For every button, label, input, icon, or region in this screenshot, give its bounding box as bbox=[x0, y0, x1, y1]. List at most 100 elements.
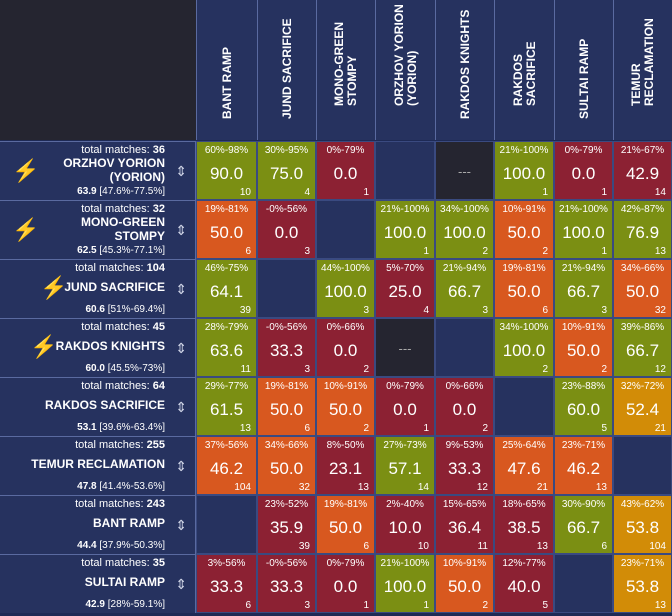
matchup-cell[interactable]: 19%-81% 50.0 6 bbox=[494, 259, 554, 318]
deck-name[interactable]: Rakdos Sacrifice bbox=[44, 398, 165, 412]
matchup-cell[interactable]: 0%-66% 0.0 2 bbox=[435, 377, 494, 436]
column-header-mono[interactable]: Mono-Green Stompy bbox=[316, 0, 375, 140]
match-count: 2 bbox=[542, 364, 548, 375]
deck-name[interactable]: Orzhov Yorion (Yorion) bbox=[63, 156, 165, 184]
row-header[interactable]: total matches: 32 Mono-Green Stompy 62.5 [… bbox=[0, 200, 196, 259]
column-header-rakdoss[interactable]: Rakdos Sacrifice bbox=[494, 0, 554, 140]
column-header-rakdosk[interactable]: Rakdos Knights bbox=[435, 0, 494, 140]
sort-icon[interactable]: ⇕ bbox=[175, 576, 187, 592]
sort-icon[interactable]: ⇕ bbox=[175, 399, 187, 415]
matchup-cell[interactable]: 21%-94% 66.7 3 bbox=[435, 259, 494, 318]
mirror-dash: --- bbox=[458, 164, 471, 179]
win-rate: 23.1 bbox=[328, 459, 363, 478]
matchup-cell[interactable]: -0%-56% 33.3 3 bbox=[257, 318, 316, 377]
matchup-cell[interactable]: 34%-66% 50.0 32 bbox=[257, 436, 316, 495]
row-header[interactable]: total matches: 64 Rakdos Sacrifice 53.1 [3… bbox=[0, 377, 196, 436]
matchup-cell[interactable]: 44%-100% 100.0 3 bbox=[316, 259, 375, 318]
matchup-cell[interactable]: 27%-73% 57.1 14 bbox=[375, 436, 435, 495]
matchup-cell[interactable]: 39%-86% 66.7 12 bbox=[613, 318, 672, 377]
sort-icon[interactable]: ⇕ bbox=[175, 222, 187, 238]
column-header-sultai[interactable]: Sultai Ramp bbox=[554, 0, 613, 140]
win-rate: 66.7 bbox=[625, 341, 660, 360]
matchup-cell[interactable]: 19%-81% 50.0 6 bbox=[316, 495, 375, 554]
column-header-temur[interactable]: Temur Reclamation bbox=[613, 0, 672, 140]
deck-name[interactable]: Bant Ramp bbox=[93, 516, 165, 530]
matchup-cell[interactable]: 46%-75% 64.1 39 bbox=[196, 259, 257, 318]
confidence-interval: -0%-56% bbox=[265, 322, 308, 333]
matchup-cell[interactable]: 34%-66% 50.0 32 bbox=[613, 259, 672, 318]
matchup-cell[interactable]: 21%-100% 100.0 1 bbox=[375, 200, 435, 259]
matchup-cell[interactable]: 19%-81% 50.0 6 bbox=[257, 377, 316, 436]
deck-name[interactable]: Sultai Ramp bbox=[84, 575, 165, 589]
matchup-cell[interactable]: 21%-67% 42.9 14 bbox=[613, 141, 672, 200]
deck-name[interactable]: Temur Reclamation bbox=[31, 457, 165, 471]
row-header[interactable]: total matches: 104 Jund Sacrifice 60.6 [51… bbox=[0, 259, 196, 318]
matchup-cell[interactable]: 9%-53% 33.3 12 bbox=[435, 436, 494, 495]
sort-icon[interactable]: ⇕ bbox=[175, 281, 187, 297]
matchup-cell[interactable]: 18%-65% 38.5 13 bbox=[494, 495, 554, 554]
win-rate-value: 62.5 bbox=[77, 245, 97, 256]
matchup-cell[interactable]: 37%-56% 46.2 104 bbox=[196, 436, 257, 495]
confidence-interval: 46%-75% bbox=[204, 263, 249, 274]
matchup-cell[interactable]: 10%-91% 50.0 2 bbox=[494, 200, 554, 259]
matchup-cell[interactable]: 0%-79% 0.0 1 bbox=[316, 141, 375, 200]
matchup-cell[interactable]: 34%-100% 100.0 2 bbox=[494, 318, 554, 377]
matchup-cell[interactable]: 28%-79% 63.6 11 bbox=[196, 318, 257, 377]
matchup-cell[interactable]: 10%-91% 50.0 2 bbox=[316, 377, 375, 436]
matchup-cell[interactable]: 21%-100% 100.0 1 bbox=[554, 200, 613, 259]
row-header[interactable]: total matches: 35 Sultai Ramp 42.9 [28%-59… bbox=[0, 554, 196, 613]
matchup-cell[interactable]: 15%-65% 36.4 11 bbox=[435, 495, 494, 554]
row-header[interactable]: total matches: 243 Bant Ramp 44.4 [37.9%-5… bbox=[0, 495, 196, 554]
matchup-cell[interactable]: 60%-98% 90.0 10 bbox=[196, 141, 257, 200]
sort-icon[interactable]: ⇕ bbox=[175, 163, 187, 179]
matchup-cell[interactable]: 23%-52% 35.9 39 bbox=[257, 495, 316, 554]
matchup-cell[interactable]: 0%-66% 0.0 2 bbox=[316, 318, 375, 377]
matchup-cell[interactable]: 10%-91% 50.0 2 bbox=[435, 554, 494, 613]
matchup-cell[interactable]: 5%-70% 25.0 4 bbox=[375, 259, 435, 318]
matchup-cell[interactable]: 29%-77% 61.5 13 bbox=[196, 377, 257, 436]
matchup-cell[interactable]: 43%-62% 53.8 104 bbox=[613, 495, 672, 554]
deck-name[interactable]: Mono-Green Stompy bbox=[81, 215, 165, 243]
matchup-cell[interactable]: 30%-90% 66.7 6 bbox=[554, 495, 613, 554]
deck-name[interactable]: Jund Sacrifice bbox=[64, 280, 165, 294]
match-count: 11 bbox=[477, 541, 488, 552]
row-header[interactable]: total matches: 45 Rakdos Knights 60.0 [45.… bbox=[0, 318, 196, 377]
matchup-cell[interactable]: 21%-100% 100.0 1 bbox=[494, 141, 554, 200]
sort-icon[interactable]: ⇕ bbox=[175, 517, 187, 533]
matchup-cell[interactable]: 21%-100% 100.0 1 bbox=[375, 554, 435, 613]
total-matches-label: total matches: bbox=[81, 557, 150, 569]
matchup-cell[interactable]: 0%-79% 0.0 1 bbox=[375, 377, 435, 436]
matchup-cell[interactable]: 10%-91% 50.0 2 bbox=[554, 318, 613, 377]
row-header[interactable]: total matches: 255 Temur Reclamation 47.8 … bbox=[0, 436, 196, 495]
matchup-cell[interactable]: 23%-88% 60.0 5 bbox=[554, 377, 613, 436]
matchup-cell[interactable]: 25%-64% 47.6 21 bbox=[494, 436, 554, 495]
deck-name[interactable]: Rakdos Knights bbox=[55, 339, 165, 353]
matchup-cell[interactable]: 2%-40% 10.0 10 bbox=[375, 495, 435, 554]
confidence-interval: 27%-73% bbox=[383, 440, 427, 451]
win-rate: 53.8 bbox=[625, 518, 660, 537]
matchup-cell[interactable]: -0%-56% 33.3 3 bbox=[257, 554, 316, 613]
matchup-cell[interactable]: 12%-77% 40.0 5 bbox=[494, 554, 554, 613]
sort-icon[interactable]: ⇕ bbox=[175, 340, 187, 356]
column-header-bant[interactable]: Bant Ramp bbox=[196, 0, 257, 140]
matchup-cell[interactable]: 0%-79% 0.0 1 bbox=[554, 141, 613, 200]
column-header-jund[interactable]: Jund Sacrifice bbox=[257, 0, 316, 140]
win-rate: 66.7 bbox=[566, 518, 601, 537]
matchup-cell[interactable]: 0%-79% 0.0 1 bbox=[316, 554, 375, 613]
matchup-cell[interactable]: 32%-72% 52.4 21 bbox=[613, 377, 672, 436]
matchup-cell[interactable]: 8%-50% 23.1 13 bbox=[316, 436, 375, 495]
row-header[interactable]: total matches: 36 Orzhov Yorion (Yorion) 6… bbox=[0, 141, 196, 200]
empty-cell bbox=[257, 259, 316, 318]
matchup-cell[interactable]: 34%-100% 100.0 2 bbox=[435, 200, 494, 259]
matchup-cell[interactable]: 23%-71% 53.8 13 bbox=[613, 554, 672, 613]
column-header-orzhov[interactable]: Orzhov Yorion (Yorion) bbox=[375, 0, 435, 140]
match-count: 3 bbox=[363, 305, 369, 316]
matchup-cell[interactable]: 23%-71% 46.2 13 bbox=[554, 436, 613, 495]
matchup-cell[interactable]: 21%-94% 66.7 3 bbox=[554, 259, 613, 318]
matchup-cell[interactable]: 3%-56% 33.3 6 bbox=[196, 554, 257, 613]
sort-icon[interactable]: ⇕ bbox=[175, 458, 187, 474]
matchup-cell[interactable]: 30%-95% 75.0 4 bbox=[257, 141, 316, 200]
matchup-cell[interactable]: -0%-56% 0.0 3 bbox=[257, 200, 316, 259]
matchup-cell[interactable]: 19%-81% 50.0 6 bbox=[196, 200, 257, 259]
matchup-cell[interactable]: 42%-87% 76.9 13 bbox=[613, 200, 672, 259]
